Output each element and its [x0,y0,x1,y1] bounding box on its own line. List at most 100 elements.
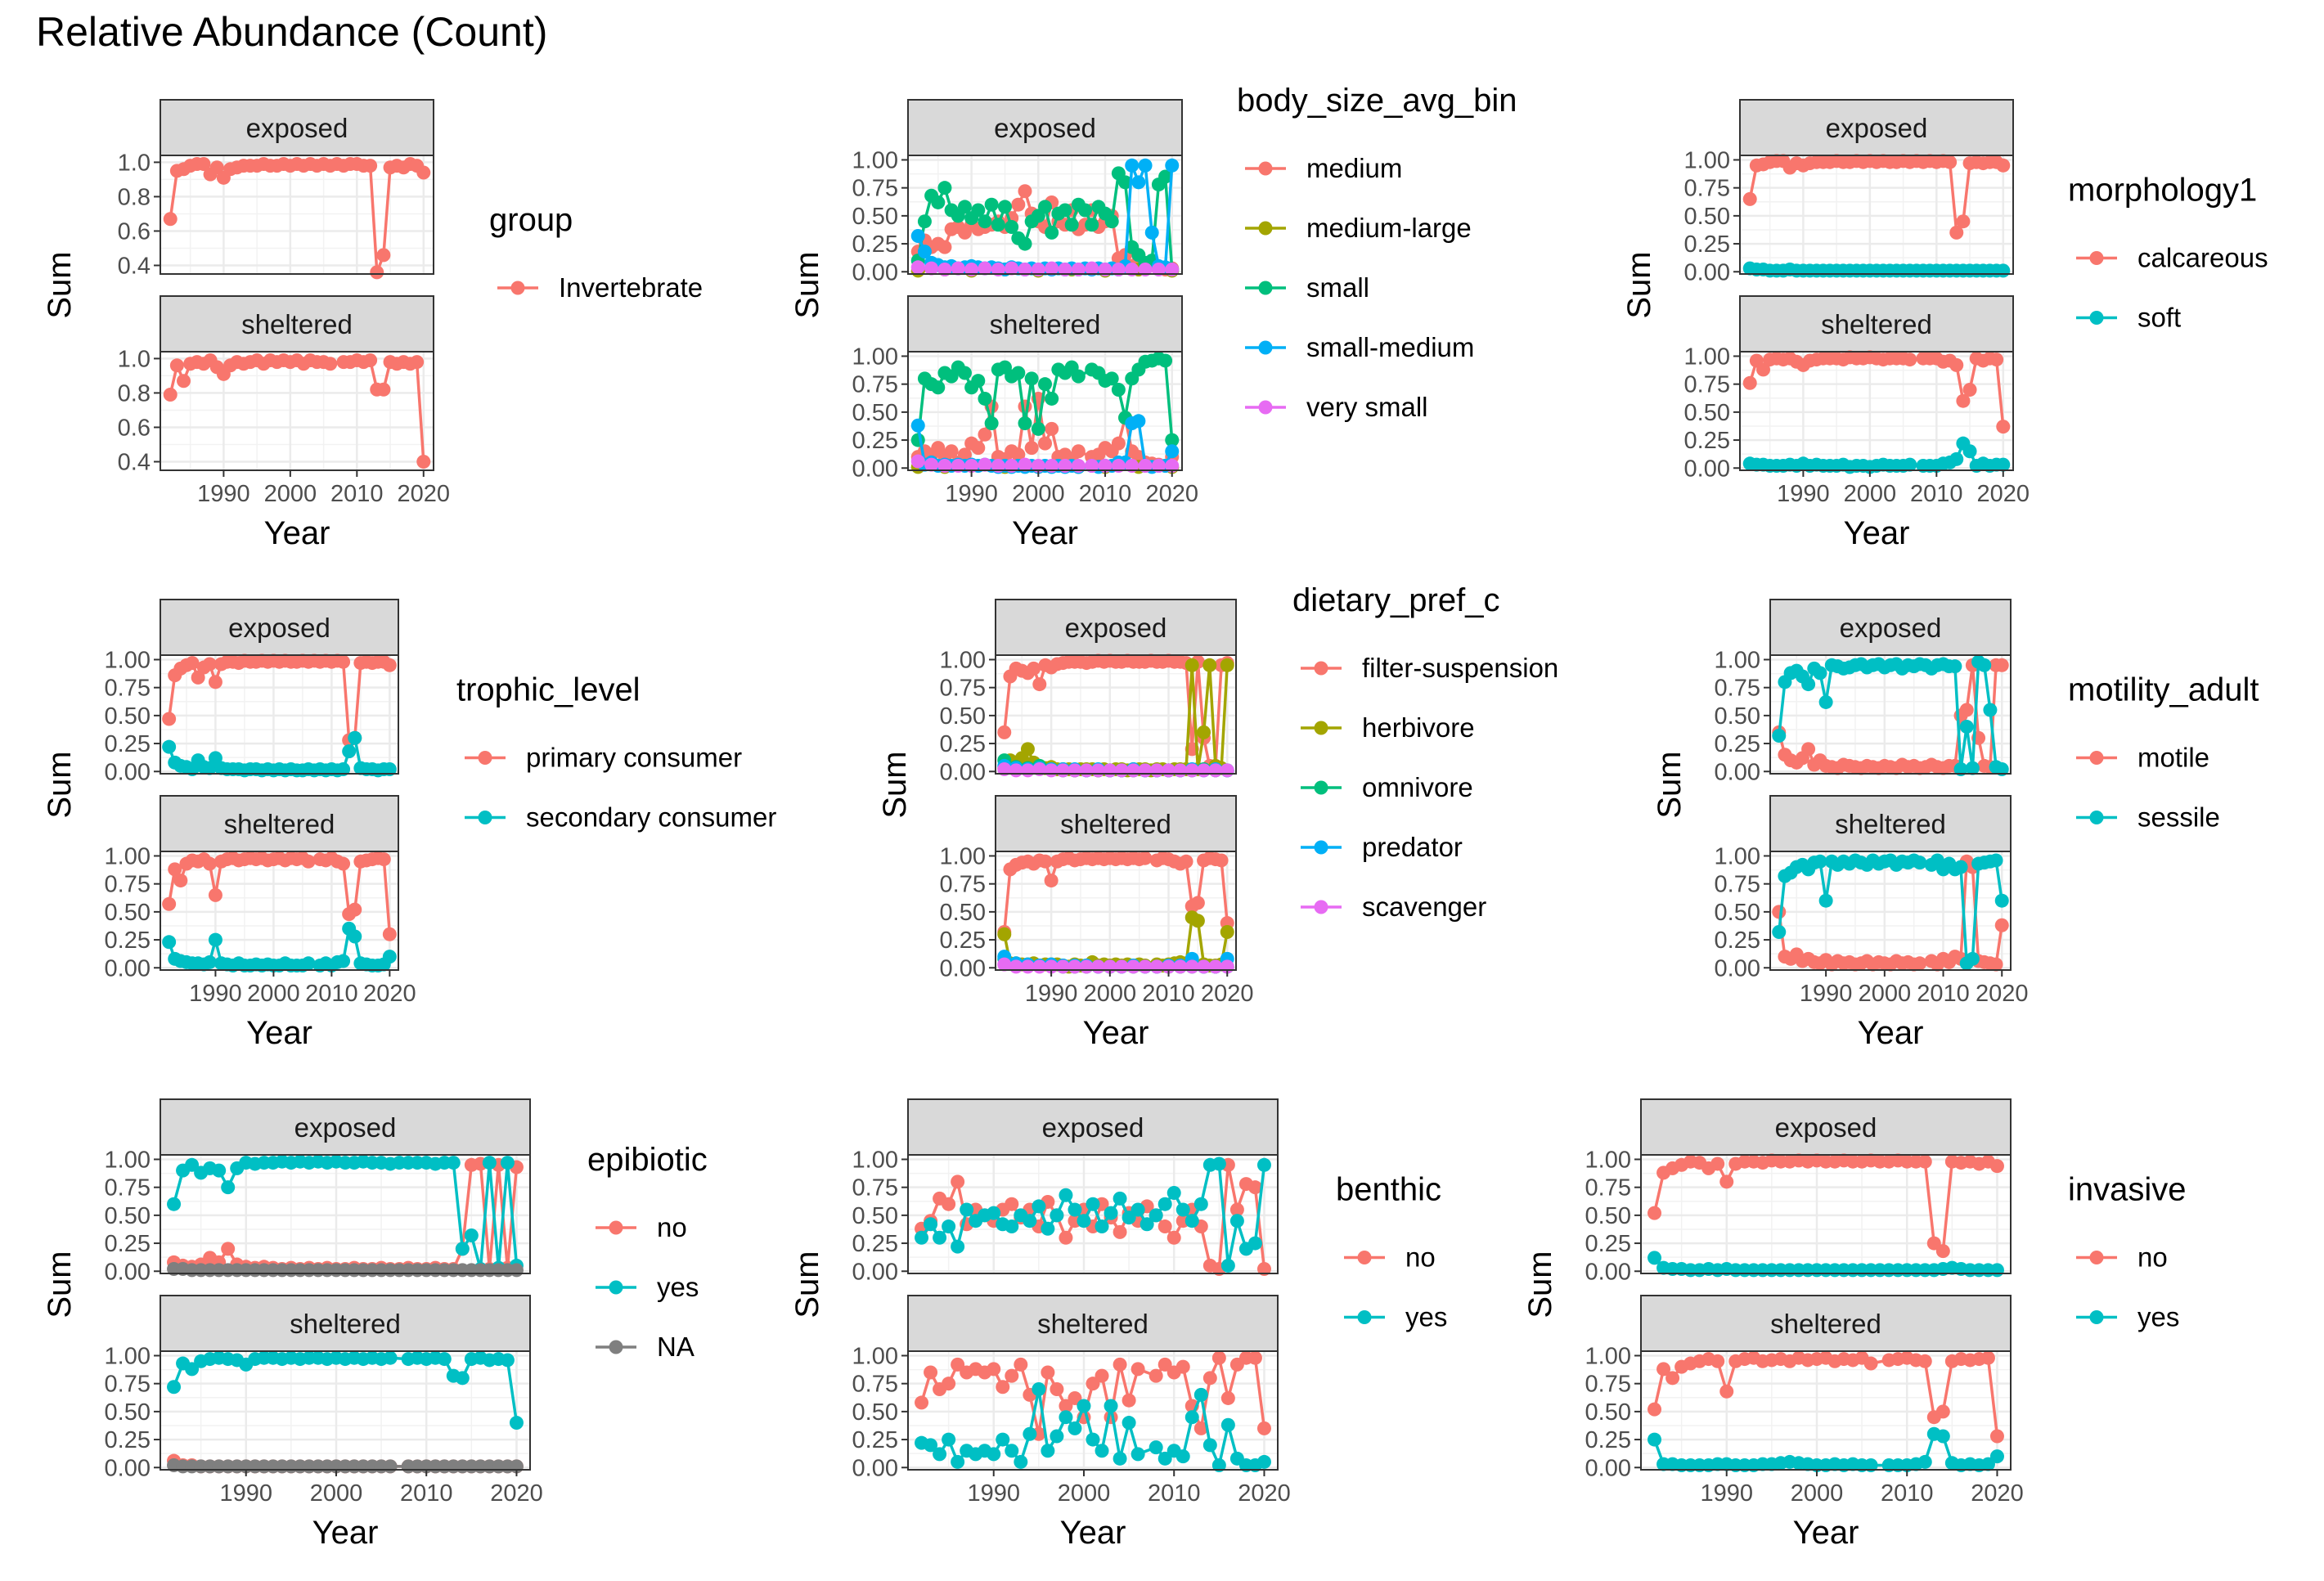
data-point [1138,459,1153,474]
y-tick-label: 1.00 [1715,843,1760,869]
legend-item: sessile [2076,802,2220,833]
facet-strip [995,795,1237,852]
data-point [1193,1387,1208,1402]
data-point [1256,1421,1271,1435]
data-point [1647,1251,1662,1265]
panel-border [160,851,399,971]
data-point [383,1459,398,1474]
x-tick-label: 2000 [1084,981,1137,1007]
facet-strip [160,599,399,656]
facet-panel-sheltered: sheltered 0.000.250.500.75 1.00 1990 2000 201… [105,1295,543,1507]
legend-label: medium [1306,153,1402,183]
data-point [1935,1404,1950,1419]
data-point [1647,1402,1662,1417]
data-point [1111,459,1126,474]
legend-key-point [510,281,525,295]
y-tick-label: 0.00 [1585,1455,1631,1481]
data-point [933,1230,947,1245]
y-tick-label: 0.50 [852,204,898,230]
panel-border [1640,1154,2012,1274]
data-point [1131,414,1146,429]
legend-item: primary consumer [465,743,742,773]
data-point [416,454,431,469]
data-point [1220,924,1234,939]
data-point [942,1432,956,1447]
legend-label: no [657,1212,687,1242]
facet-strip-label: exposed [1826,113,1928,143]
data-point [177,374,191,389]
data-point [937,240,952,254]
data-point [997,725,1012,739]
data-point [167,1380,182,1395]
legend: dietary_pref_c filter-suspension herbivore… [1292,582,1558,922]
data-point [1214,853,1229,868]
data-point [1031,263,1045,277]
data-point [336,654,351,669]
data-point [1948,659,1962,674]
data-point [1151,263,1166,277]
legend-label: filter-suspension [1362,653,1558,683]
x-tick-label: 1990 [197,481,250,507]
data-point [1903,353,1917,367]
data-point [1158,1219,1172,1234]
data-point [1068,1421,1082,1435]
y-tick-label: 1.00 [852,344,898,370]
data-point [1125,459,1140,474]
data-point [1220,763,1234,778]
facet-strip-label: sheltered [990,309,1101,339]
data-point [1818,694,1833,709]
data-point [500,1353,515,1368]
data-point [1071,369,1086,384]
x-tick-label: 2010 [1881,1480,1934,1507]
y-tick-label: 0.00 [1684,259,1730,285]
panel-border [1640,1350,2012,1471]
x-tick-label: 2000 [310,1480,363,1507]
data-point [1064,218,1079,232]
data-point [208,751,223,766]
panel-background [160,1351,530,1470]
data-point [942,1197,956,1211]
data-point [1980,1457,1995,1471]
facet-strip-label: sheltered [241,309,353,339]
legend-label: very small [1306,392,1428,422]
y-tick-label: 1.00 [1684,147,1730,173]
data-point [1813,666,1827,680]
y-tick-label: 1.0 [118,346,151,372]
y-tick-label: 0.75 [105,1372,151,1398]
y-tick-label: 0.50 [940,900,986,926]
y-tick-label: 1.00 [1585,1147,1631,1173]
data-point [323,357,338,371]
y-tick-label: 0.75 [1715,676,1760,702]
data-point [382,950,397,964]
facet-panel-sheltered: sheltered 0.4 0.6 0.8 1.0 1990 2000 2010 2020 [118,295,450,507]
panel-border [1739,351,2014,471]
data-point [1965,951,1980,966]
data-point [1095,1444,1109,1458]
data-point [1045,261,1059,276]
data-point [1018,416,1032,431]
data-point [1962,444,1977,459]
facet-panel-exposed: exposed 0.000.250.500.75 1.00 [105,599,399,785]
data-point [1018,184,1032,199]
legend-title: body_size_avg_bin [1237,83,1517,119]
data-point [910,228,925,243]
data-point [937,459,952,474]
data-point [1078,203,1093,218]
legend-label: no [2137,1242,2168,1273]
data-point [1059,1188,1073,1202]
data-point [1229,1202,1244,1217]
data-point [1977,658,1992,672]
facet-strip [160,1295,531,1352]
legend-key-point [1314,661,1328,676]
data-point [1140,1217,1154,1232]
panel-border [907,155,1183,275]
y-tick-label: 0.75 [852,372,898,398]
facet-strip [160,295,434,353]
data-point [1005,1368,1019,1383]
data-point [376,382,391,397]
data-point [1059,1410,1073,1425]
data-point [1041,1221,1055,1236]
data-point [937,181,952,195]
legend-item: yes [1344,1302,1447,1332]
facet-strip-label: sheltered [1037,1309,1149,1339]
